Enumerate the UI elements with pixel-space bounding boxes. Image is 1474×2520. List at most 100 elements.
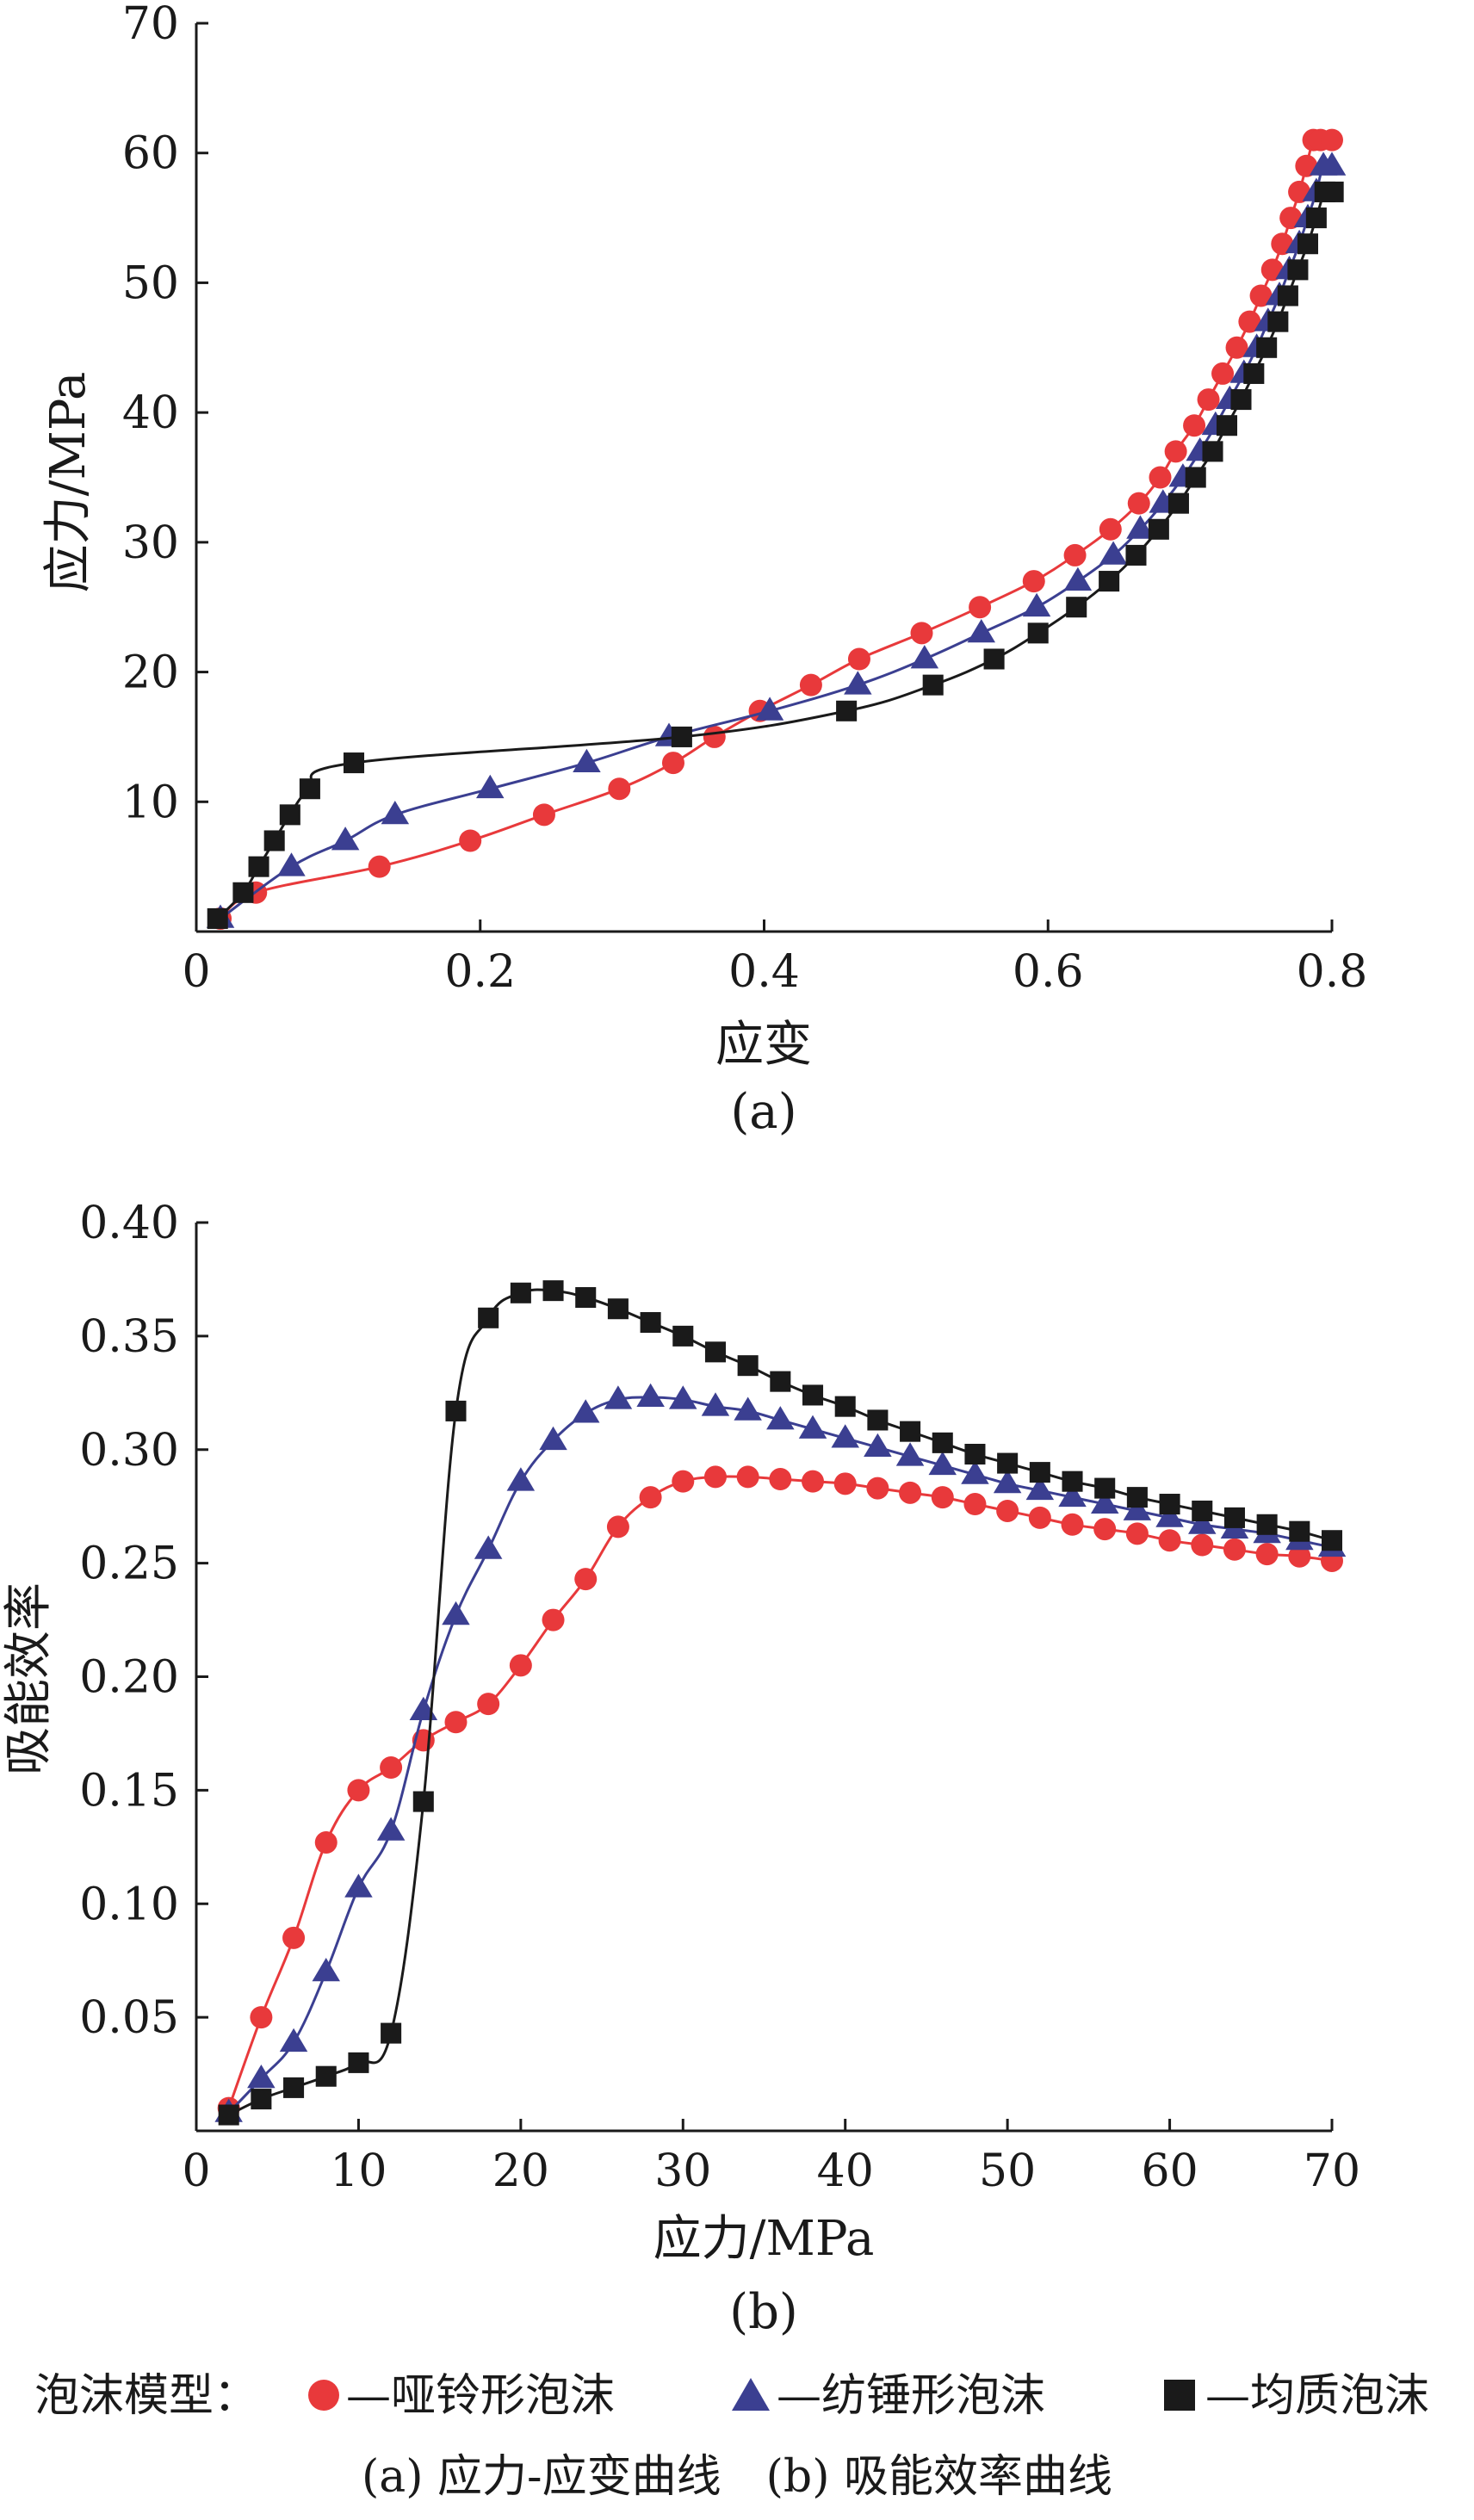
- data-point: [661, 752, 684, 775]
- data-point: [1185, 467, 1206, 488]
- panel-a-label: (a): [730, 1084, 796, 1140]
- y-tick-label: 0.25: [79, 1539, 179, 1590]
- data-point: [331, 827, 360, 851]
- data-point: [900, 1421, 921, 1442]
- stress-strain-panel: 0 0.2 0.4 0.6 0.8 10 20 30 40 50 60 70 应变 应力/MPa (a…: [40, 0, 1367, 1140]
- data-point: [509, 1654, 532, 1677]
- data-point: [847, 647, 870, 671]
- data-point: [1093, 1518, 1117, 1541]
- data-point: [1255, 1543, 1279, 1566]
- data-point: [573, 748, 601, 772]
- data-point: [701, 1392, 730, 1416]
- data-point: [671, 726, 692, 747]
- data-point: [802, 1384, 824, 1406]
- data-point: [444, 1711, 468, 1734]
- data-point: [1149, 466, 1172, 489]
- data-point: [993, 1469, 1022, 1494]
- data-point: [1066, 597, 1087, 618]
- data-point: [969, 596, 992, 619]
- data-point: [608, 777, 631, 801]
- y-tick-label: 0.35: [79, 1311, 179, 1363]
- data-point: [1277, 285, 1298, 306]
- data-point: [1099, 571, 1120, 592]
- x-tick-label: 50: [979, 2145, 1036, 2197]
- data-point: [931, 1486, 954, 1509]
- x-tick-label: 0.4: [728, 946, 800, 998]
- data-point: [315, 2065, 337, 2087]
- data-point: [347, 1779, 370, 1802]
- data-point: [844, 671, 872, 695]
- data-point: [1123, 1496, 1152, 1520]
- data-point: [376, 1817, 406, 1841]
- data-point: [279, 804, 300, 826]
- data-point: [755, 697, 784, 721]
- series-line: [220, 162, 1333, 920]
- y-tick-label: 0.15: [79, 1765, 179, 1817]
- data-point: [1297, 233, 1318, 255]
- y-tick-label: 70: [122, 0, 179, 50]
- data-point: [277, 852, 306, 876]
- panel-a-x-axis-label: 应变: [715, 1017, 812, 1073]
- data-point: [997, 1452, 1019, 1474]
- data-point: [639, 1486, 662, 1509]
- data-point: [963, 1493, 987, 1516]
- y-tick-label: 30: [122, 517, 179, 569]
- y-tick-label: 0.40: [79, 1198, 179, 1249]
- data-point: [669, 1385, 697, 1409]
- data-point: [899, 1481, 922, 1504]
- panel-b-y-axis-label: 吸能效率: [1, 1582, 57, 1775]
- data-point: [368, 855, 391, 878]
- data-point: [542, 1280, 564, 1302]
- data-point: [1125, 1522, 1149, 1545]
- data-point: [506, 1467, 536, 1491]
- data-point: [798, 1415, 827, 1439]
- data-point: [636, 1383, 665, 1407]
- data-point: [737, 1355, 759, 1377]
- data-point: [1223, 1507, 1245, 1528]
- data-point: [299, 778, 320, 800]
- data-point: [910, 645, 939, 669]
- data-point: [282, 1926, 306, 1949]
- data-point: [703, 1465, 727, 1489]
- data-point: [1091, 1489, 1119, 1514]
- data-point: [770, 1371, 791, 1392]
- data-point: [606, 1515, 629, 1539]
- legend-label-dumbbell: —哑铃形泡沫: [346, 2370, 615, 2422]
- data-point: [1249, 284, 1273, 307]
- data-point: [1063, 567, 1093, 591]
- data-point: [967, 619, 995, 643]
- data-point: [799, 673, 822, 697]
- data-point: [1317, 152, 1347, 176]
- data-point: [1256, 1514, 1278, 1535]
- data-point: [703, 725, 726, 748]
- data-point: [312, 1958, 340, 1982]
- data-point: [279, 2028, 308, 2053]
- panel-a-y-axis-label: 应力/MPa: [40, 372, 96, 593]
- y-tick-label: 0.05: [79, 1992, 179, 2044]
- data-point: [1211, 362, 1235, 385]
- data-point: [1155, 1503, 1184, 1527]
- data-point: [1289, 1520, 1310, 1542]
- data-point: [1321, 128, 1343, 152]
- data-point: [932, 1432, 953, 1453]
- data-point: [996, 1499, 1019, 1522]
- x-tick-label: 0.6: [1013, 946, 1084, 998]
- data-point: [864, 1433, 892, 1457]
- data-point: [672, 1470, 695, 1493]
- data-point: [283, 2077, 305, 2098]
- data-point: [922, 674, 944, 696]
- data-point: [1192, 1500, 1213, 1521]
- data-point: [476, 774, 505, 799]
- data-point: [802, 1470, 825, 1493]
- data-point: [380, 1756, 403, 1779]
- data-point: [1061, 1513, 1084, 1536]
- data-point: [539, 1426, 567, 1451]
- data-point: [381, 2022, 402, 2044]
- panel-b-label: (b): [729, 2284, 798, 2340]
- data-point: [866, 1477, 889, 1500]
- data-point: [1288, 1545, 1311, 1568]
- y-tick-label: 60: [122, 128, 179, 180]
- data-point: [542, 1608, 565, 1631]
- data-point: [343, 752, 365, 774]
- data-point: [1267, 311, 1289, 332]
